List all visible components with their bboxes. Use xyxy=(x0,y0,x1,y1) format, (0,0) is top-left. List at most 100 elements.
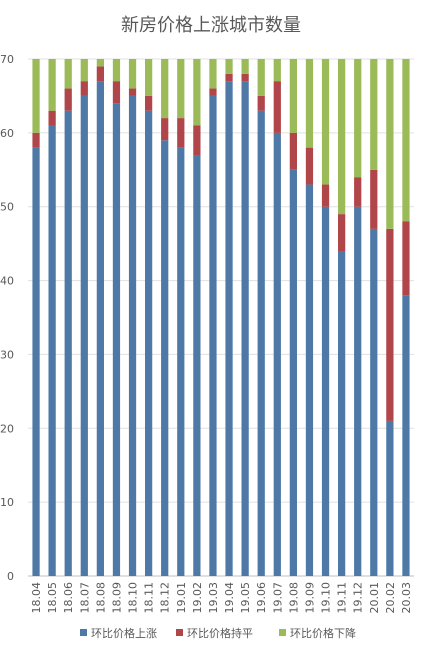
bar-segment-3 xyxy=(48,59,56,111)
x-tick-label: 18.06 xyxy=(62,582,75,614)
y-tick-label: 70 xyxy=(0,53,14,66)
x-tick-label: 18.10 xyxy=(127,582,140,614)
bar-segment-1 xyxy=(32,147,40,576)
legend-item: 环比价格上涨 xyxy=(80,626,157,640)
bar-segment-2 xyxy=(289,132,297,170)
chart-title: 新房价格上涨城市数量 xyxy=(121,15,301,36)
x-tick-label: 19.08 xyxy=(287,582,300,614)
x-tick-label: 18.09 xyxy=(110,582,123,614)
bar-segment-2 xyxy=(112,81,121,104)
bar-segment-1 xyxy=(193,155,201,576)
x-tick-label: 19.03 xyxy=(207,582,220,614)
bar-segment-3 xyxy=(80,59,88,82)
bar-segment-2 xyxy=(225,73,233,82)
bar-segment-1 xyxy=(80,95,88,576)
y-tick-label: 30 xyxy=(0,348,14,361)
bar-segment-3 xyxy=(96,59,104,67)
bar-segment-3 xyxy=(370,59,378,170)
x-tick-label: 18.08 xyxy=(94,582,107,614)
x-axis-ticks: 18.04 18.05 18.06 18.07 18.08 18.09 18.10 18.11… xyxy=(30,582,413,614)
bar-segment-2 xyxy=(193,125,201,156)
x-tick-label: 19.12 xyxy=(352,582,365,614)
bar-segment-2 xyxy=(386,228,394,421)
bar-segment-2 xyxy=(241,73,249,82)
x-tick-label: 18.05 xyxy=(46,582,59,614)
bar-segment-1 xyxy=(338,251,346,576)
x-tick-label: 19.06 xyxy=(255,582,268,614)
bar-segment-1 xyxy=(402,295,410,576)
y-axis-ticks: 0 10 20 30 40 50 60 70 xyxy=(0,53,14,583)
x-tick-label: 19.11 xyxy=(336,582,349,614)
bar-segment-1 xyxy=(145,110,153,576)
bar-segment-1 xyxy=(241,81,249,577)
bar-segment-3 xyxy=(289,59,297,133)
bar-segment-3 xyxy=(241,59,249,74)
x-tick-label: 19.09 xyxy=(303,582,316,614)
bar-segment-2 xyxy=(321,184,330,207)
legend-swatch xyxy=(80,629,87,636)
bar-segment-2 xyxy=(338,214,346,252)
bar-segment-2 xyxy=(402,221,410,296)
bar-segment-3 xyxy=(112,59,121,82)
bar-segment-2 xyxy=(96,66,104,82)
bar-segment-3 xyxy=(305,59,314,148)
x-tick-label: 20.01 xyxy=(368,582,381,614)
legend-label: 环比价格上涨 xyxy=(91,626,157,640)
bar-segment-1 xyxy=(177,147,185,576)
bar-segment-2 xyxy=(177,118,185,148)
x-tick-label: 19.07 xyxy=(271,582,284,614)
y-tick-label: 10 xyxy=(0,496,14,509)
bar-segment-2 xyxy=(128,88,137,96)
x-tick-label: 18.12 xyxy=(159,582,172,614)
x-tick-label: 18.04 xyxy=(30,582,43,614)
y-tick-label: 20 xyxy=(0,422,14,435)
bar-segment-3 xyxy=(32,59,40,133)
x-tick-label: 19.01 xyxy=(175,582,188,614)
bar-segment-3 xyxy=(193,59,201,126)
legend-item: 环比价格下降 xyxy=(279,626,356,640)
bar-segment-1 xyxy=(225,81,233,577)
x-tick-label: 18.11 xyxy=(143,582,156,614)
bar-segment-2 xyxy=(305,147,314,185)
bar-segment-1 xyxy=(305,184,314,577)
bar-segment-2 xyxy=(80,81,88,96)
bar-segment-1 xyxy=(321,206,330,576)
bar-segment-1 xyxy=(354,206,362,576)
y-tick-label: 40 xyxy=(0,275,14,288)
x-tick-label: 20.02 xyxy=(384,582,397,614)
bar-segment-2 xyxy=(145,95,153,111)
bar-segment-3 xyxy=(321,59,330,185)
bar-segment-3 xyxy=(354,59,362,178)
legend-swatch xyxy=(279,629,286,636)
bar-series xyxy=(32,59,410,577)
x-tick-label: 19.05 xyxy=(239,582,252,614)
x-tick-label: 20.03 xyxy=(400,582,413,614)
bar-segment-2 xyxy=(64,88,72,111)
bar-segment-3 xyxy=(177,59,185,119)
bar-segment-3 xyxy=(225,59,233,74)
legend-swatch xyxy=(176,629,183,636)
legend: 环比价格上涨 环比价格持平 环比价格下降 xyxy=(80,626,356,640)
bar-segment-2 xyxy=(209,88,217,96)
bar-segment-3 xyxy=(386,59,394,229)
legend-label: 环比价格持平 xyxy=(187,626,253,640)
bar-segment-2 xyxy=(32,132,40,148)
x-tick-label: 19.04 xyxy=(223,582,236,614)
bar-segment-1 xyxy=(273,132,281,576)
bar-segment-3 xyxy=(257,59,265,96)
bar-segment-3 xyxy=(161,59,169,119)
x-tick-label: 19.10 xyxy=(320,582,333,614)
bar-segment-1 xyxy=(370,228,378,576)
bar-segment-2 xyxy=(48,110,56,126)
bar-segment-3 xyxy=(402,59,410,222)
bar-segment-2 xyxy=(161,118,169,141)
bar-segment-1 xyxy=(112,103,121,577)
legend-label: 环比价格下降 xyxy=(290,626,356,640)
legend-item: 环比价格持平 xyxy=(176,626,253,640)
bar-segment-3 xyxy=(128,59,137,89)
x-tick-label: 18.07 xyxy=(78,582,91,614)
bar-segment-1 xyxy=(128,95,137,576)
bar-segment-1 xyxy=(161,140,169,576)
bar-segment-2 xyxy=(257,95,265,111)
